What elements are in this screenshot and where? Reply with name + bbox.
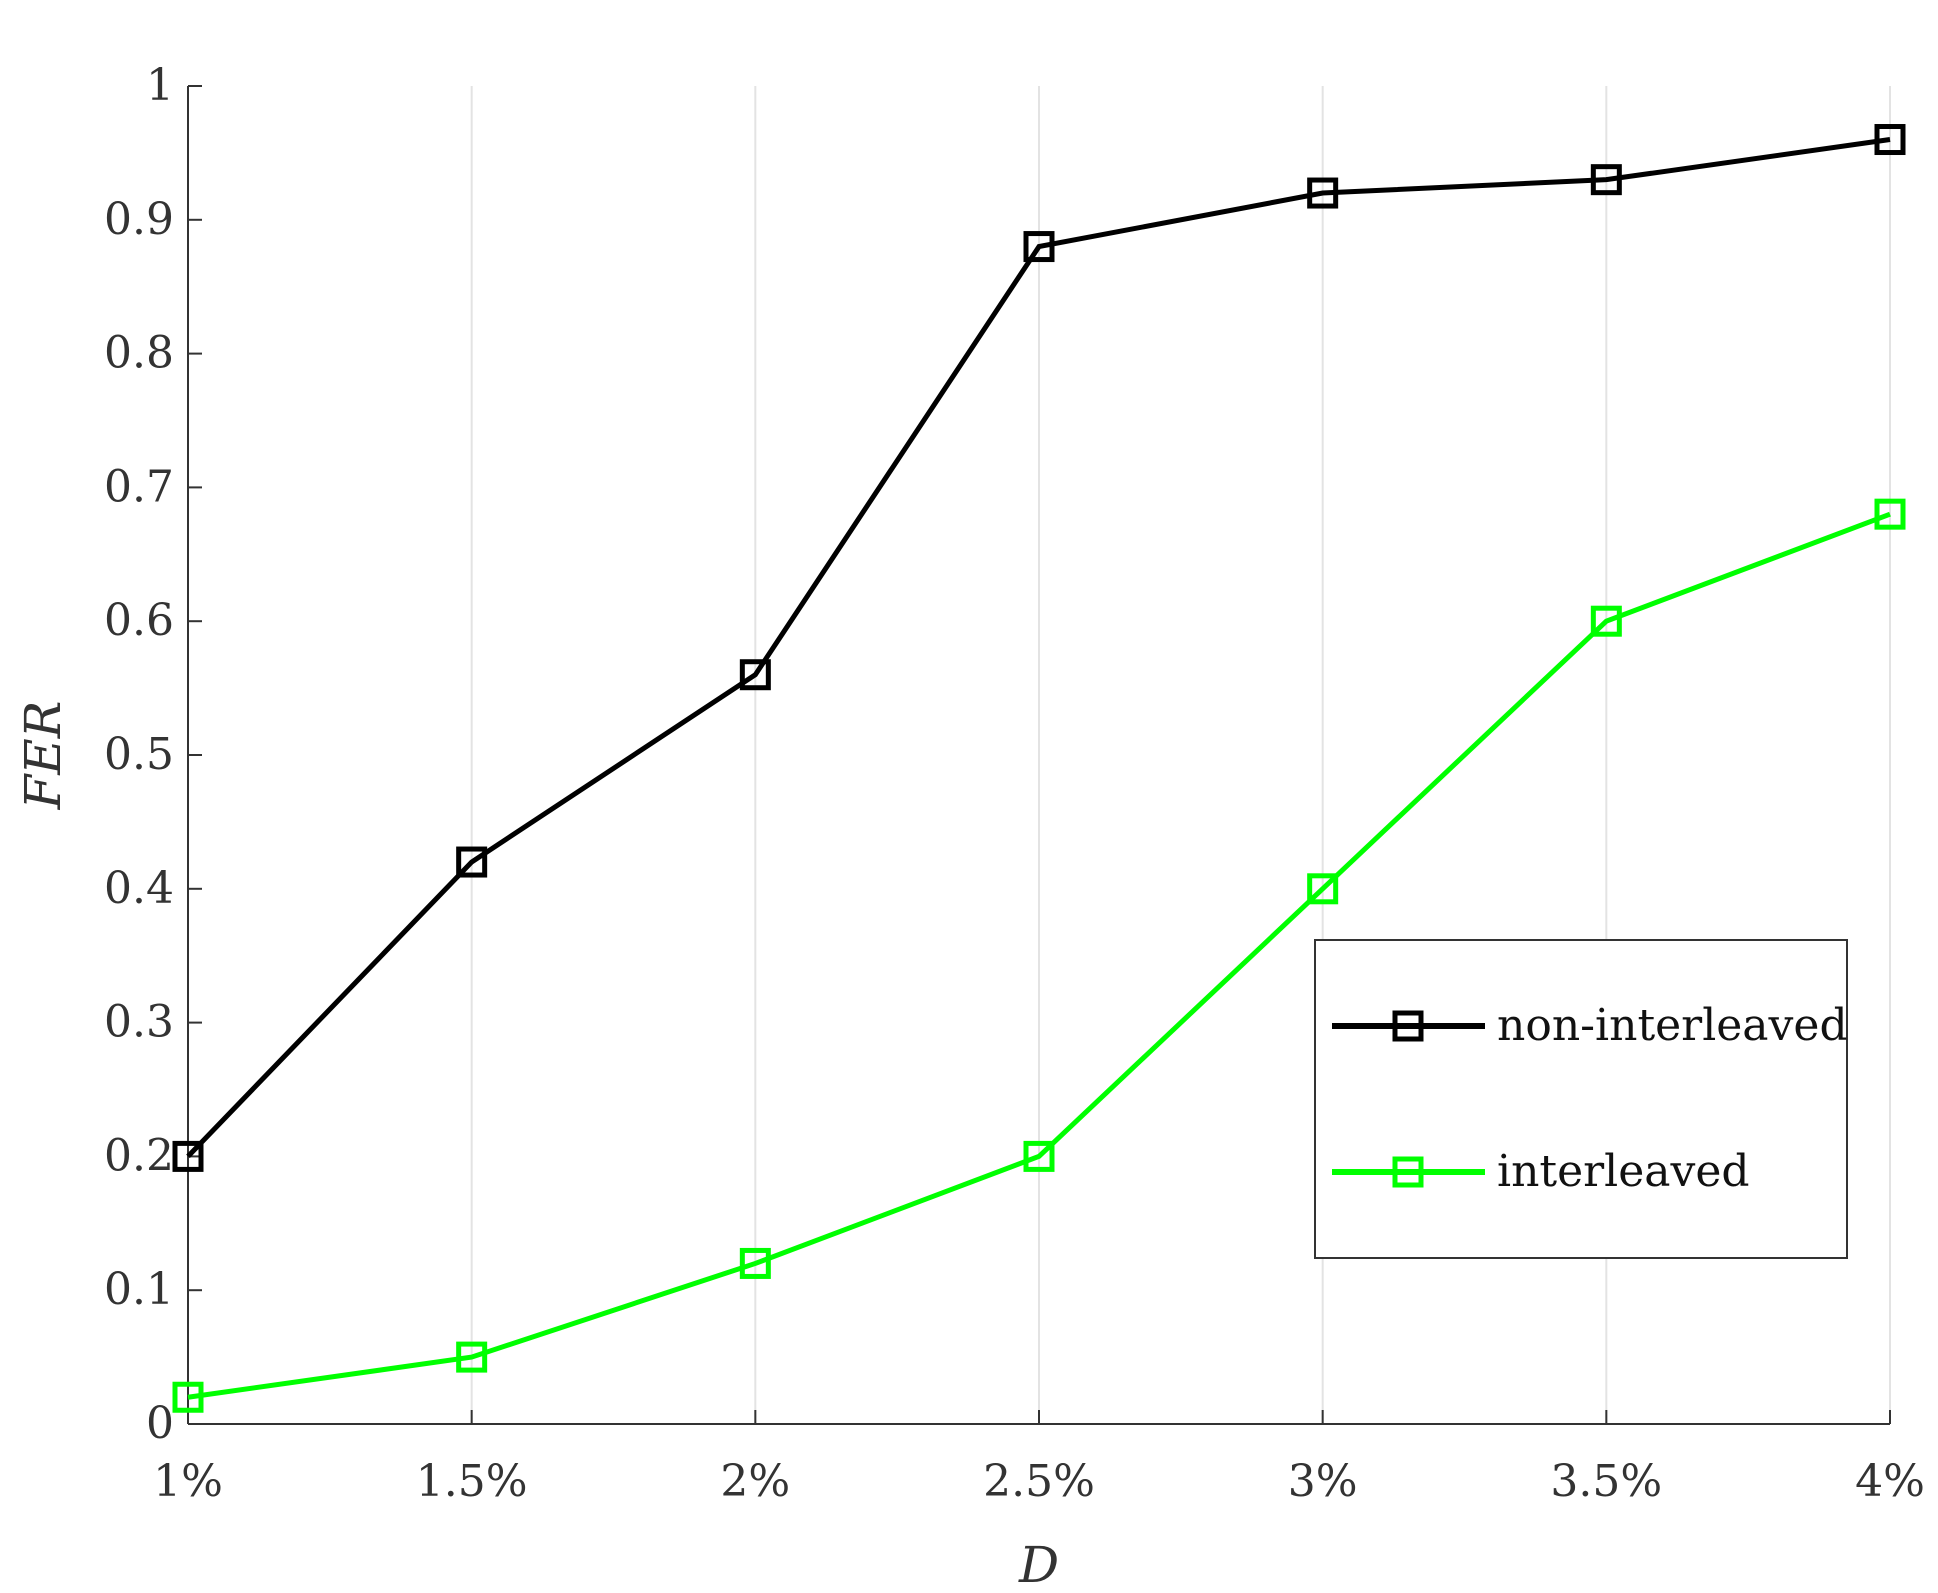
legend-label: interleaved xyxy=(1497,1146,1750,1197)
data-point-marker xyxy=(172,1140,204,1172)
data-point-marker xyxy=(1023,231,1055,263)
data-point-marker xyxy=(1590,164,1622,196)
data-point-marker xyxy=(1307,873,1339,905)
y-tick-label: 0.6 xyxy=(104,595,174,646)
y-tick-label: 0.8 xyxy=(104,328,174,379)
data-point-marker xyxy=(1874,124,1906,156)
legend-item: interleaved xyxy=(1332,1146,1750,1197)
data-point-marker xyxy=(172,1381,204,1413)
x-tick-label: 4% xyxy=(1855,1456,1925,1507)
x-axis-title: D xyxy=(1018,1536,1059,1593)
y-tick-label: 0.1 xyxy=(104,1264,174,1315)
y-tick-label: 0.3 xyxy=(104,997,174,1048)
x-tick-label: 3% xyxy=(1288,1456,1358,1507)
legend-label: non-interleaved xyxy=(1497,1000,1848,1051)
data-point-marker xyxy=(739,659,771,691)
series-non-interleaved xyxy=(172,124,1906,1172)
y-tick-label: 0.2 xyxy=(104,1130,174,1181)
legend-marker-swatch xyxy=(1392,1010,1424,1042)
axes: 0 0.1 0.2 0.3 0.4 0.5 0.6 0.7 0.8 0.9 1 1% 1.5% 2% 2.5… xyxy=(104,60,1925,1507)
data-point-marker xyxy=(1023,1140,1055,1172)
series-interleaved xyxy=(172,498,1906,1413)
legend-box xyxy=(1314,939,1848,1259)
x-tick-label: 2% xyxy=(720,1456,790,1507)
x-tick-label: 1% xyxy=(153,1456,223,1507)
y-tick-label: 1 xyxy=(146,60,174,111)
y-tick-label: 0.5 xyxy=(104,729,174,780)
y-tick-label: 0.9 xyxy=(104,194,174,245)
data-point-marker xyxy=(739,1247,771,1279)
y-tick-label: 0 xyxy=(146,1398,174,1449)
series-line xyxy=(187,511,1891,1400)
legend-item: non-interleaved xyxy=(1332,1000,1848,1051)
data-point-marker xyxy=(1874,498,1906,530)
data-series xyxy=(172,124,1906,1413)
x-tick-label: 1.5% xyxy=(416,1456,528,1507)
y-tick-label: 0.4 xyxy=(104,863,174,914)
series-line xyxy=(186,137,1891,1159)
grid-lines xyxy=(470,86,1891,1424)
legend: non-interleaved interleaved xyxy=(1314,939,1848,1259)
data-point-marker xyxy=(1307,177,1339,209)
data-point-marker xyxy=(456,1341,488,1373)
y-tick-label: 0.7 xyxy=(104,461,174,512)
x-tick-label: 3.5% xyxy=(1550,1456,1662,1507)
legend-marker-swatch xyxy=(1392,1156,1424,1188)
data-point-marker xyxy=(456,846,488,878)
y-axis-title: FER xyxy=(14,701,72,811)
x-tick-label: 2.5% xyxy=(983,1456,1095,1507)
data-point-marker xyxy=(1590,605,1622,637)
